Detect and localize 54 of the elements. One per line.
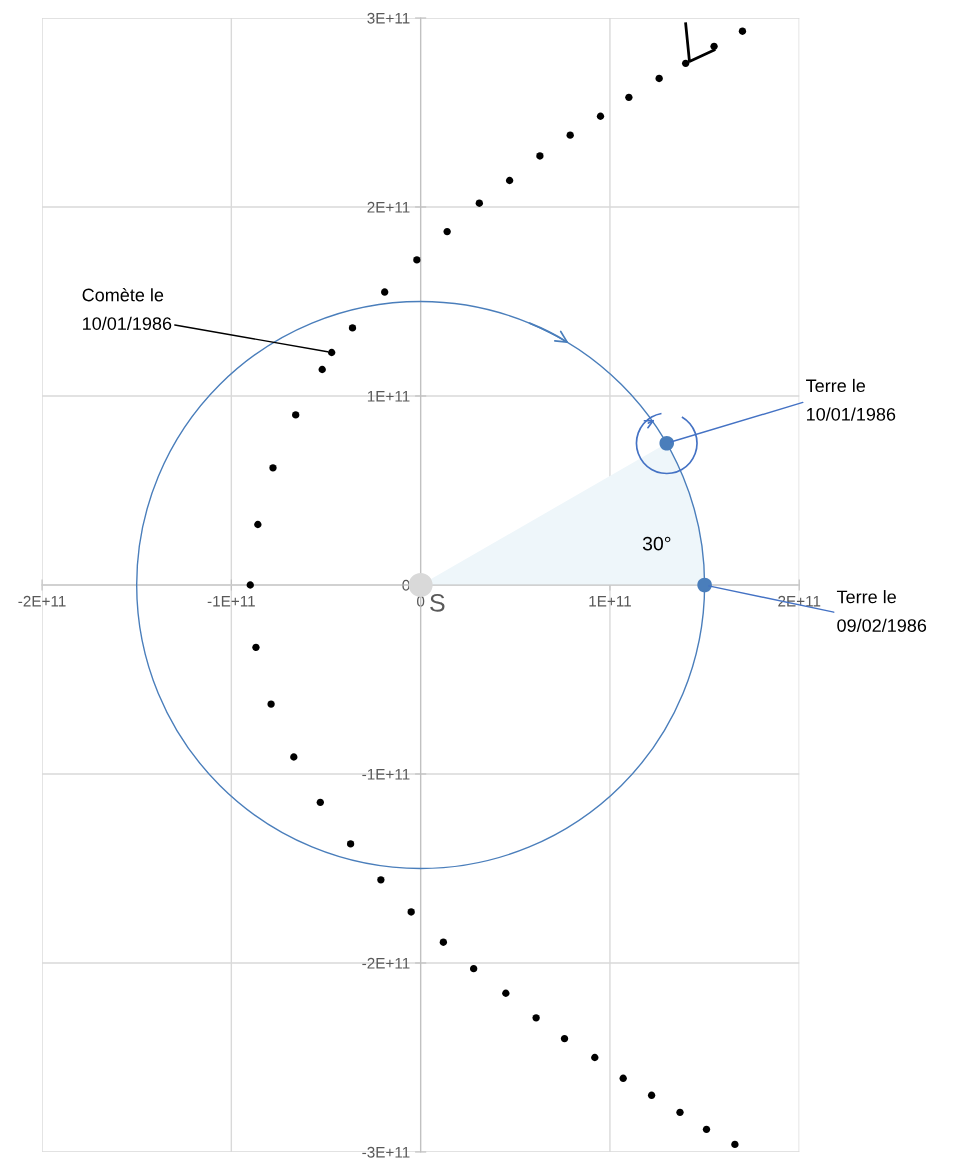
point — [246, 581, 254, 589]
point — [655, 74, 663, 83]
point — [407, 908, 415, 916]
annotation: S — [430, 593, 445, 612]
point — [439, 938, 448, 946]
y-tick-label: 1E+11 — [367, 391, 410, 402]
point — [318, 365, 326, 374]
point — [292, 411, 300, 419]
point — [377, 876, 385, 884]
point — [591, 1053, 599, 1062]
point — [267, 700, 275, 708]
annotation: Terre le 09/02/1986 — [836, 590, 927, 632]
x-tick-label: -2E+11 — [18, 595, 66, 607]
point — [619, 1074, 627, 1082]
point — [596, 112, 605, 120]
point — [316, 798, 324, 807]
point — [697, 577, 712, 593]
point — [505, 176, 514, 185]
point — [702, 1125, 711, 1133]
x-tick-label: -1E+11 — [207, 595, 255, 607]
point — [290, 753, 298, 761]
point — [413, 256, 421, 264]
point — [681, 59, 690, 68]
point — [346, 840, 355, 848]
point — [532, 1014, 540, 1022]
point — [469, 964, 478, 973]
point — [327, 348, 336, 357]
point — [381, 288, 389, 296]
annotation: Comète le 10/01/1986 — [82, 287, 172, 330]
annotation: 30° — [642, 536, 671, 551]
point — [252, 643, 260, 652]
point — [502, 989, 510, 997]
y-tick-label: 2E+11 — [367, 201, 410, 213]
point — [348, 324, 357, 332]
x-tick-label: 2E+11 — [778, 595, 821, 607]
point — [560, 1034, 569, 1043]
point — [254, 520, 262, 529]
y-tick-label: -1E+11 — [362, 769, 410, 780]
annotation: Terre le 10/01/1986 — [806, 378, 896, 421]
point — [738, 27, 747, 35]
point — [443, 227, 451, 236]
point — [475, 199, 483, 207]
point — [536, 152, 544, 160]
point — [676, 1108, 684, 1116]
x-tick-label: 1E+11 — [589, 595, 631, 607]
point — [647, 1091, 656, 1099]
x-tick-label: 0 — [416, 595, 425, 607]
y-tick-label: 3E+11 — [367, 12, 410, 24]
y-tick-label: -3E+11 — [362, 1146, 410, 1158]
point — [269, 464, 277, 472]
point — [625, 93, 633, 102]
point — [566, 131, 574, 139]
y-tick-label: -2E+11 — [362, 957, 410, 969]
point — [731, 1140, 739, 1149]
